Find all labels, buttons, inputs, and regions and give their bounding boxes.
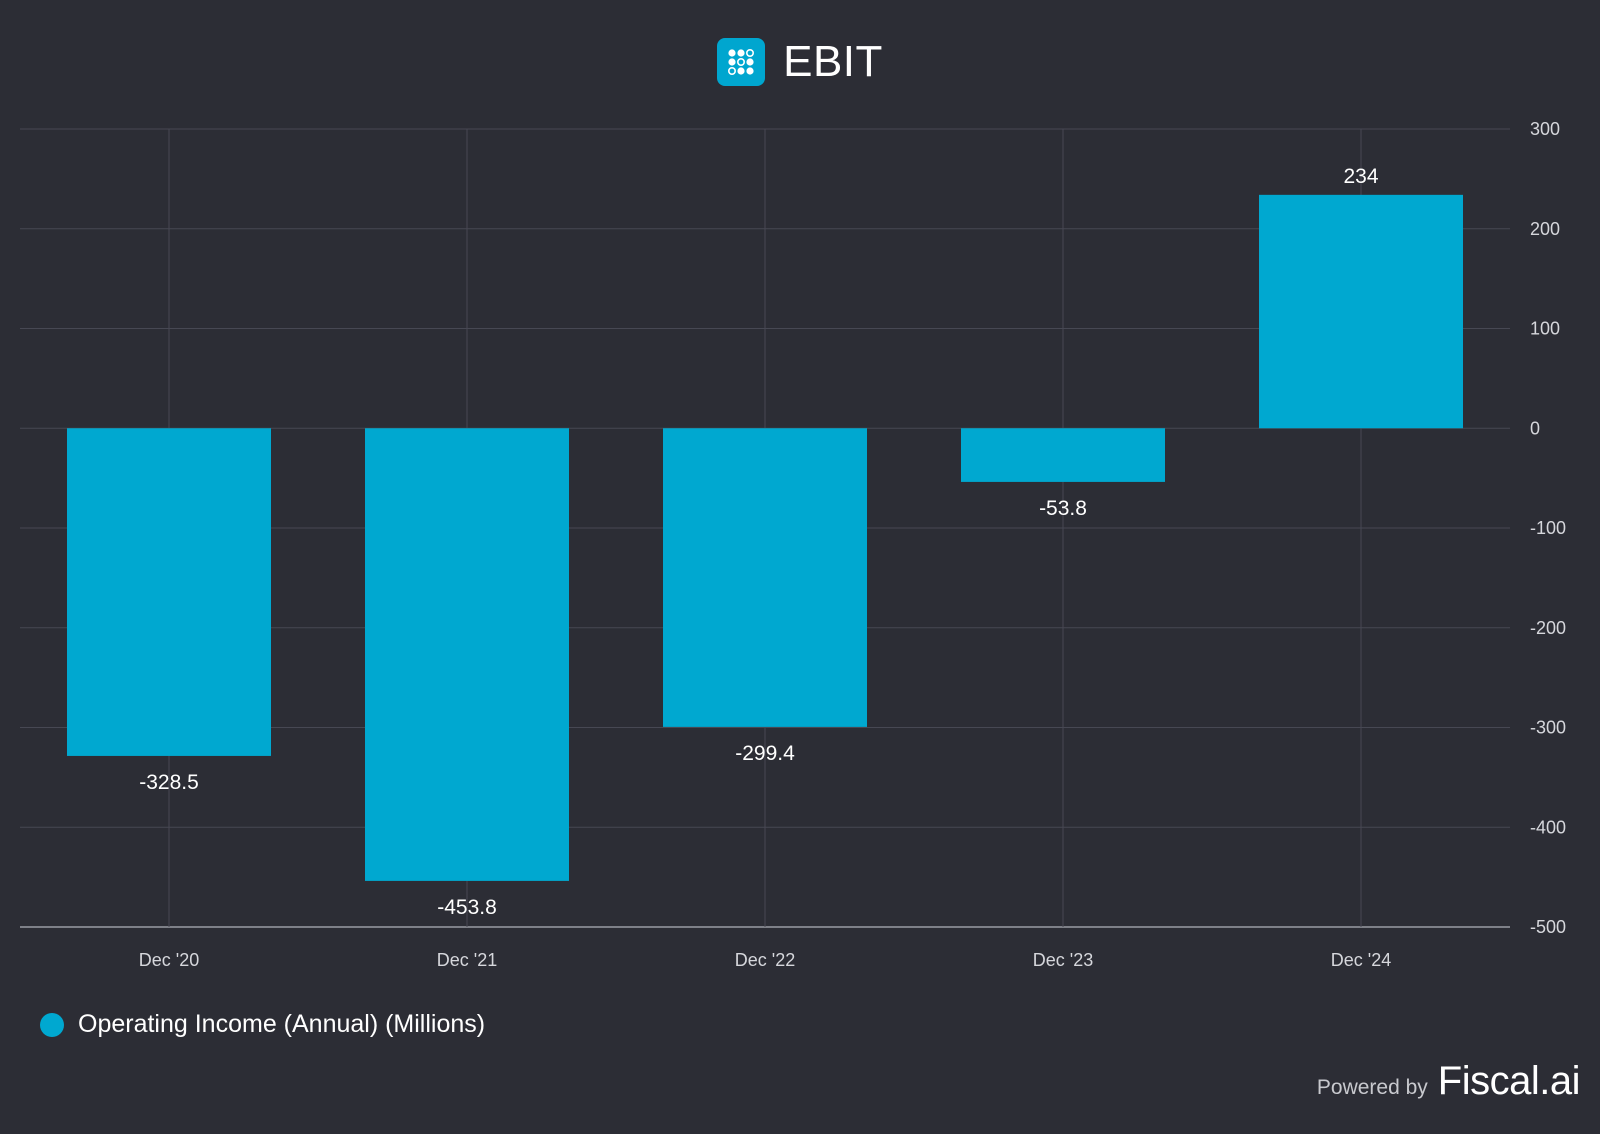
bar — [67, 428, 271, 756]
y-tick-label: 100 — [1530, 319, 1560, 339]
data-label: -299.4 — [735, 742, 795, 765]
y-tick-label: -300 — [1530, 718, 1566, 738]
y-tick-label: -200 — [1530, 618, 1566, 638]
data-label: 234 — [1343, 165, 1378, 188]
x-tick-label: Dec '22 — [735, 950, 795, 970]
data-label: -328.5 — [139, 771, 199, 794]
data-label: -453.8 — [437, 896, 497, 919]
legend[interactable]: Operating Income (Annual) (Millions) — [40, 1010, 485, 1039]
y-tick-label: 300 — [1530, 119, 1560, 139]
powered-by-text: Powered by — [1316, 1076, 1428, 1099]
x-tick-label: Dec '21 — [437, 950, 497, 970]
x-tick-label: Dec '23 — [1033, 950, 1093, 970]
legend-label: Operating Income (Annual) (Millions) — [78, 1010, 486, 1038]
y-tick-label: -100 — [1530, 518, 1566, 538]
legend-swatch — [40, 1012, 64, 1037]
brand-logo: Fiscal.ai — [1437, 1059, 1581, 1103]
bar — [663, 428, 867, 727]
x-tick-label: Dec '24 — [1331, 950, 1391, 970]
bar — [1259, 194, 1463, 429]
chart-title: EBIT — [783, 37, 883, 86]
powered-by-badge[interactable]: Powered by Fiscal.ai — [1316, 1059, 1581, 1104]
bar-chart: 300 200 100 0 -100 -200 -300 -400 -500 Dec '20 Dec… — [20, 119, 1566, 970]
data-label: -53.8 — [1039, 497, 1087, 520]
x-tick-label: Dec '20 — [139, 950, 199, 970]
y-tick-label: 0 — [1530, 418, 1540, 438]
grid-dots-icon — [717, 38, 766, 86]
y-tick-label: -400 — [1530, 817, 1566, 837]
bar — [365, 428, 569, 881]
y-tick-label: -500 — [1530, 917, 1566, 937]
y-tick-label: 200 — [1530, 219, 1560, 239]
bar — [961, 428, 1165, 482]
chart-header: EBIT — [0, 34, 1600, 90]
